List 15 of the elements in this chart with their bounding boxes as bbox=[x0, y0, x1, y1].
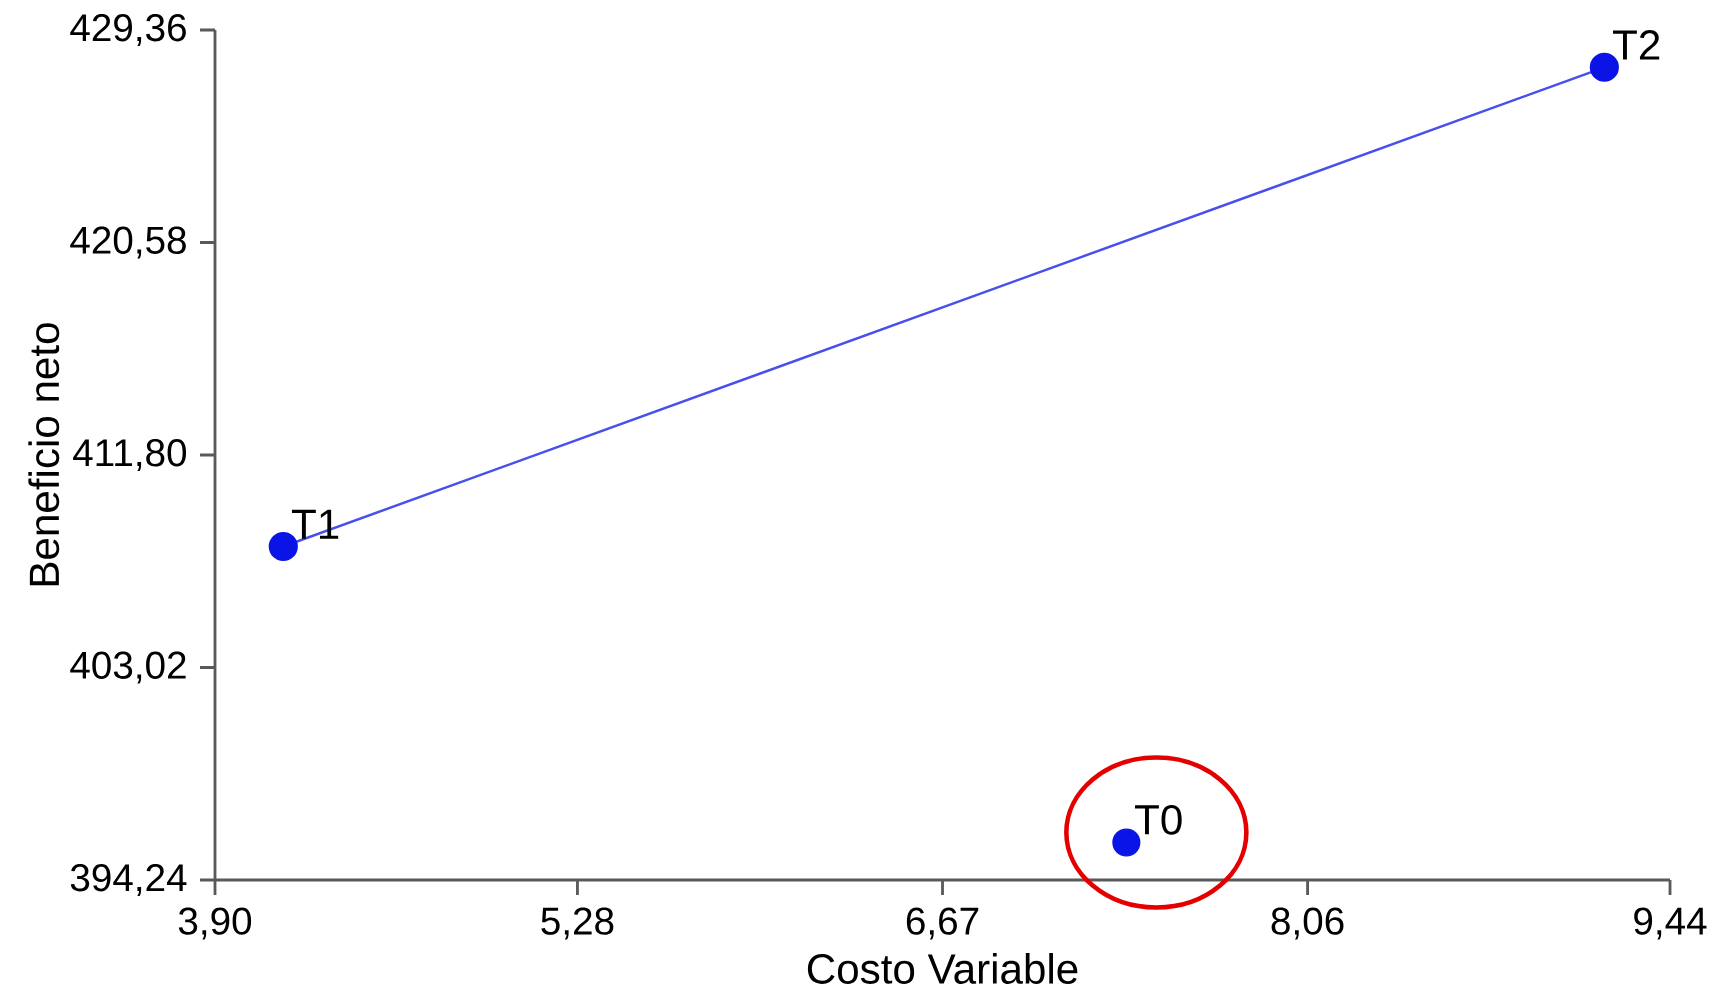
x-tick-label: 3,90 bbox=[178, 907, 252, 940]
x-tick-label: 9,44 bbox=[1634, 907, 1707, 940]
y-tick-label: 403,02 bbox=[70, 651, 186, 684]
annotation: T2 bbox=[1613, 30, 1660, 60]
x-tick-label: 8,06 bbox=[1271, 907, 1344, 940]
y-tick-label: 429,36 bbox=[70, 14, 186, 46]
annotation: T0 bbox=[1135, 804, 1182, 835]
y-axis-title: Beneficio neto bbox=[28, 323, 60, 586]
x-axis-title: Costo Variable bbox=[807, 952, 1078, 984]
annotation: T1 bbox=[291, 509, 339, 539]
x-tick-label: 5,28 bbox=[541, 907, 614, 940]
y-tick-label: 411,80 bbox=[73, 439, 187, 471]
y-tick-label: 420,58 bbox=[70, 226, 186, 259]
x-tick-label: 6,67 bbox=[906, 907, 979, 940]
y-tick-label: 394,24 bbox=[70, 864, 187, 896]
